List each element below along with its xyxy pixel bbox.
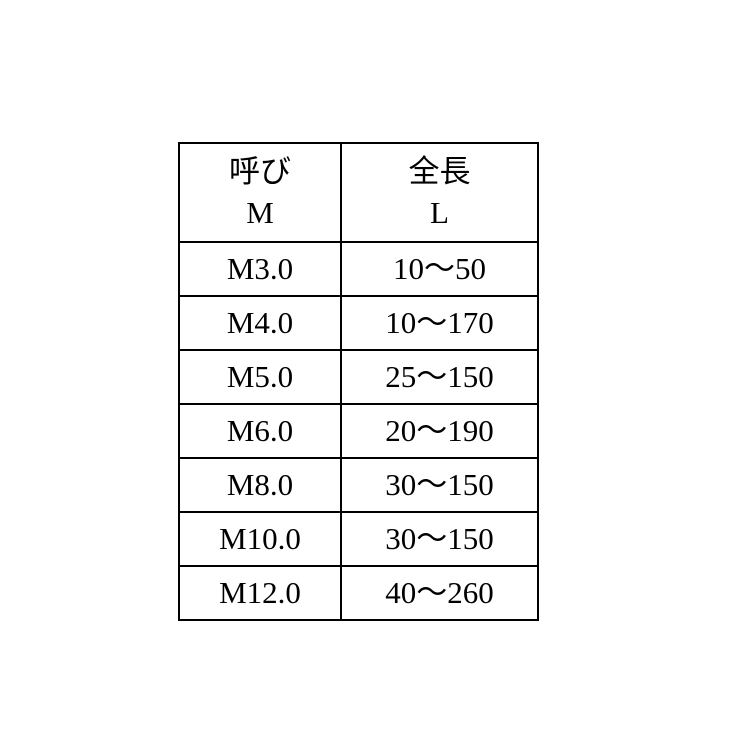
- cell-l: 30～150: [341, 458, 538, 512]
- header-cell-yobi: 呼び M: [179, 143, 341, 242]
- table-row: M4.0 10～170: [179, 296, 538, 350]
- table-row: M6.0 20～190: [179, 404, 538, 458]
- cell-m: M4.0: [179, 296, 341, 350]
- header-cell-zencho: 全長 L: [341, 143, 538, 242]
- cell-l: 10～50: [341, 242, 538, 296]
- cell-m: M3.0: [179, 242, 341, 296]
- table-row: M5.0 25～150: [179, 350, 538, 404]
- header-zencho-label: 全長: [342, 152, 537, 192]
- header-l-label: L: [342, 193, 537, 233]
- cell-l: 25～150: [341, 350, 538, 404]
- cell-m: M5.0: [179, 350, 341, 404]
- cell-l: 10～170: [341, 296, 538, 350]
- cell-m: M12.0: [179, 566, 341, 620]
- cell-m: M6.0: [179, 404, 341, 458]
- cell-l: 30～150: [341, 512, 538, 566]
- cell-m: M10.0: [179, 512, 341, 566]
- table-row: M3.0 10～50: [179, 242, 538, 296]
- table-row: M8.0 30～150: [179, 458, 538, 512]
- cell-l: 40～260: [341, 566, 538, 620]
- header-yobi-label: 呼び: [180, 152, 340, 192]
- cell-l: 20～190: [341, 404, 538, 458]
- table-row: M10.0 30～150: [179, 512, 538, 566]
- size-spec-table: 呼び M 全長 L M3.0 10～50 M4.0 10～170 M5.0 25…: [178, 142, 539, 621]
- table-header-row: 呼び M 全長 L: [179, 143, 538, 242]
- table-row: M12.0 40～260: [179, 566, 538, 620]
- cell-m: M8.0: [179, 458, 341, 512]
- header-m-label: M: [180, 193, 340, 233]
